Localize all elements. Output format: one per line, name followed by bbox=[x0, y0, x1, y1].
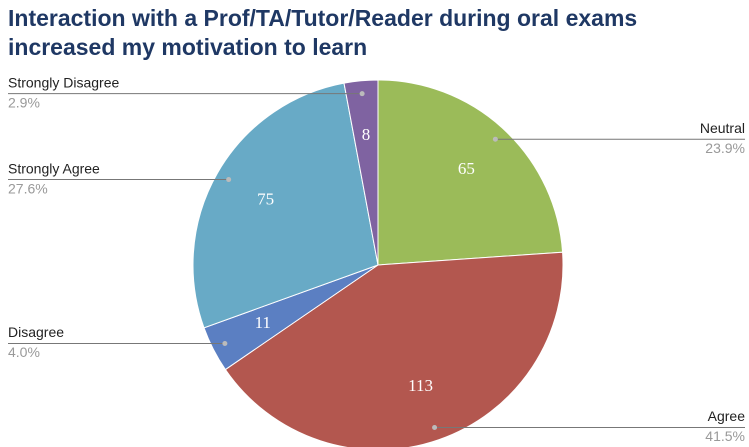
category-label: Neutral bbox=[700, 120, 745, 136]
pie-slice bbox=[192, 82, 379, 329]
leader-dot bbox=[359, 91, 365, 97]
pie-slice bbox=[377, 79, 564, 266]
data-label: 65 bbox=[458, 159, 475, 178]
category-label: Agree bbox=[708, 408, 746, 424]
pie-slice bbox=[343, 79, 379, 266]
data-label: 75 bbox=[257, 190, 274, 209]
pie-slice bbox=[224, 251, 564, 447]
category-label: Disagree bbox=[8, 324, 64, 340]
data-label: 8 bbox=[362, 125, 371, 144]
leader-dot bbox=[492, 136, 498, 142]
leader-dot bbox=[222, 340, 228, 346]
data-label: 11 bbox=[255, 313, 271, 332]
category-label: Strongly Agree bbox=[8, 160, 100, 176]
data-label: 113 bbox=[408, 376, 433, 395]
percent-label: 41.5% bbox=[705, 428, 745, 444]
category-label: Strongly Disagree bbox=[8, 74, 119, 90]
percent-label: 2.9% bbox=[8, 94, 40, 110]
percent-label: 4.0% bbox=[8, 344, 40, 360]
chart-title: Interaction with a Prof/TA/Tutor/Reader … bbox=[8, 5, 638, 60]
percent-label: 23.9% bbox=[705, 140, 745, 156]
leader-dot bbox=[432, 424, 438, 430]
leader-dot bbox=[226, 177, 232, 183]
percent-label: 27.6% bbox=[8, 180, 48, 196]
